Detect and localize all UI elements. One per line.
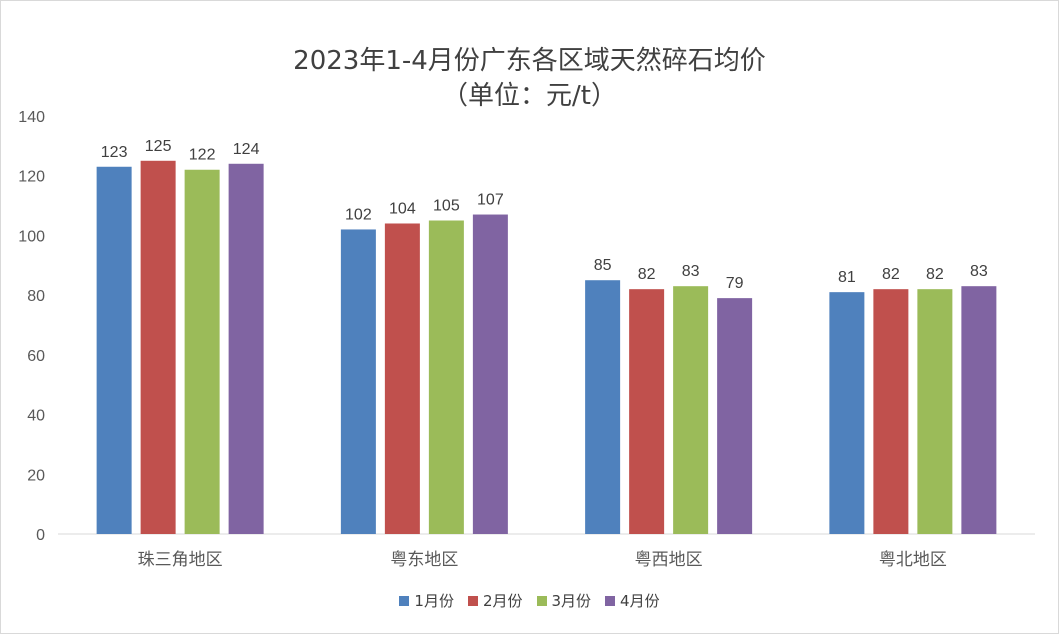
bar bbox=[629, 289, 665, 534]
data-label: 83 bbox=[682, 263, 700, 280]
legend-item-series-3: 3月份 bbox=[536, 590, 592, 611]
chart-legend: 1月份 2月份 3月份 4月份 bbox=[0, 590, 1059, 611]
y-tick-label: 100 bbox=[18, 228, 45, 245]
bar bbox=[184, 169, 220, 534]
data-label: 79 bbox=[726, 275, 744, 292]
bar bbox=[717, 298, 753, 534]
legend-item-series-1: 1月份 bbox=[399, 590, 454, 611]
bar bbox=[340, 229, 376, 534]
data-label: 105 bbox=[433, 198, 460, 215]
data-label: 123 bbox=[101, 144, 128, 161]
data-label: 81 bbox=[838, 269, 856, 286]
x-tick-label: 粤西地区 bbox=[635, 550, 703, 570]
bar bbox=[472, 214, 508, 534]
legend-label-series-3: 3月份 bbox=[551, 592, 592, 610]
legend-label-series-2: 2月份 bbox=[482, 592, 523, 610]
data-label: 82 bbox=[638, 266, 656, 283]
legend-label-series-4: 4月份 bbox=[620, 592, 660, 610]
y-tick-label: 140 bbox=[18, 109, 45, 126]
x-tick-label: 珠三角地区 bbox=[138, 550, 223, 570]
bar bbox=[829, 292, 865, 534]
y-tick-label: 40 bbox=[27, 408, 45, 425]
bar bbox=[96, 166, 132, 534]
legend-swatch-series-3 bbox=[536, 595, 547, 606]
legend-swatch-series-4 bbox=[605, 595, 616, 606]
legend-swatch-series-2 bbox=[467, 595, 478, 606]
data-label: 83 bbox=[970, 263, 988, 280]
data-label: 85 bbox=[594, 257, 612, 274]
data-label: 82 bbox=[882, 266, 900, 283]
chart-subtitle: （单位：元/t） bbox=[442, 81, 617, 111]
bar bbox=[585, 280, 621, 534]
data-label: 122 bbox=[189, 147, 216, 164]
chart-title: 2023年1-4月份广东各区域天然碎石均价 bbox=[293, 46, 766, 76]
y-tick-label: 80 bbox=[27, 288, 45, 305]
data-label: 104 bbox=[389, 200, 416, 217]
bar bbox=[228, 163, 264, 534]
legend-item-series-4: 4月份 bbox=[605, 590, 660, 611]
bar bbox=[961, 286, 997, 534]
bar bbox=[384, 223, 420, 534]
legend-swatch-series-1 bbox=[399, 595, 410, 606]
bar bbox=[140, 160, 176, 535]
legend-label-series-1: 1月份 bbox=[414, 592, 454, 610]
x-tick-label: 粤东地区 bbox=[390, 550, 458, 570]
y-tick-label: 20 bbox=[27, 467, 45, 484]
bar bbox=[428, 220, 464, 534]
y-tick-label: 120 bbox=[18, 169, 45, 186]
data-label: 125 bbox=[145, 138, 172, 155]
data-label: 102 bbox=[345, 206, 372, 223]
bar bbox=[673, 286, 709, 534]
y-tick-label: 60 bbox=[27, 348, 45, 365]
data-label: 124 bbox=[233, 141, 260, 158]
legend-item-series-2: 2月份 bbox=[467, 590, 523, 611]
data-label: 82 bbox=[926, 266, 944, 283]
y-tick-label: 0 bbox=[36, 527, 45, 544]
bar bbox=[917, 289, 953, 534]
data-label: 107 bbox=[477, 192, 504, 209]
x-tick-label: 粤北地区 bbox=[879, 550, 947, 570]
bar bbox=[873, 289, 909, 534]
